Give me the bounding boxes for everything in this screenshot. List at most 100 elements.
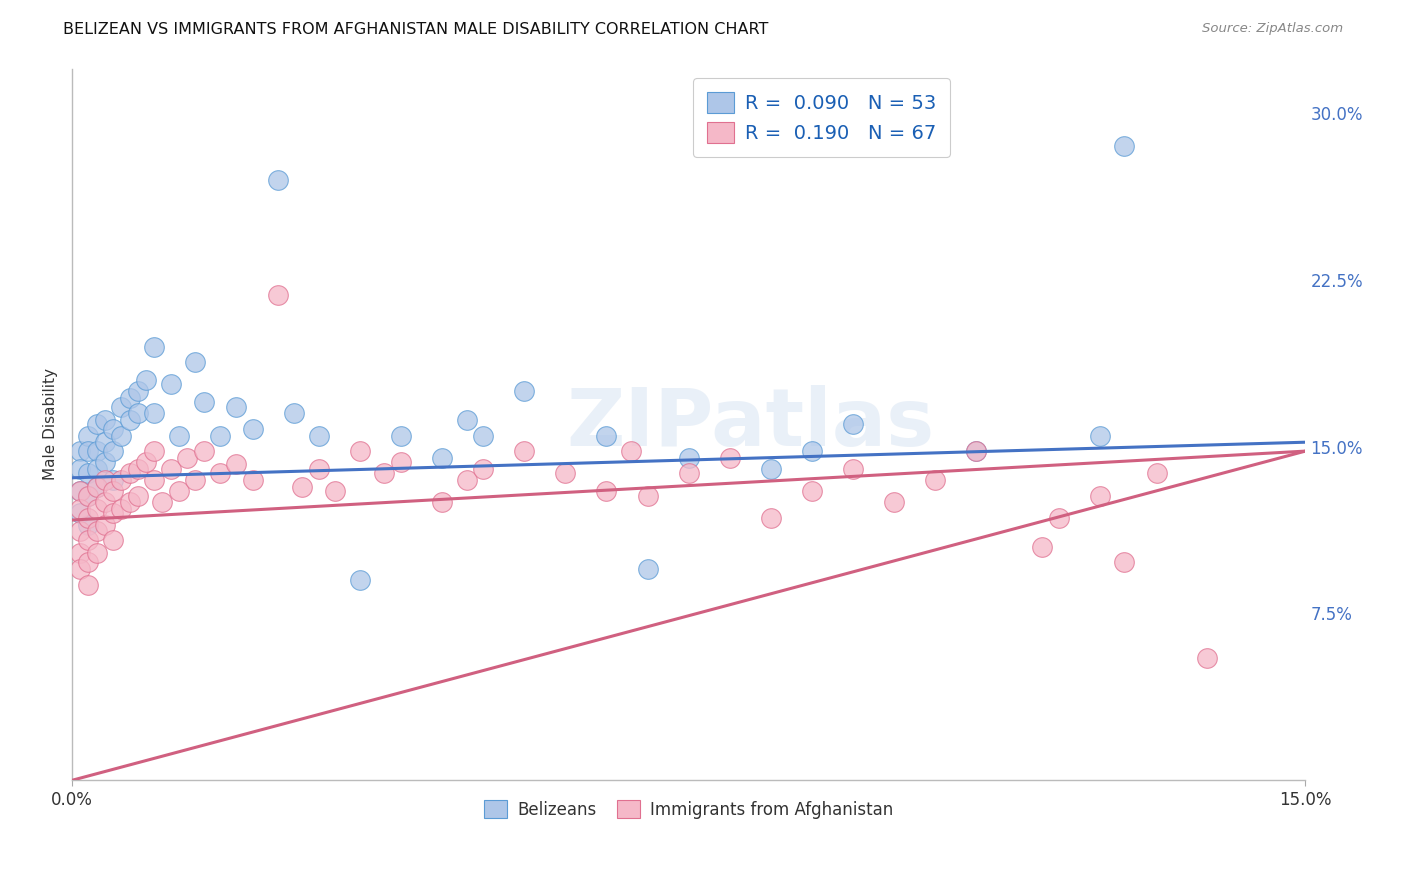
Point <box>143 473 166 487</box>
Point <box>101 473 124 487</box>
Point <box>472 428 495 442</box>
Point <box>349 444 371 458</box>
Point <box>208 428 231 442</box>
Point <box>1047 511 1070 525</box>
Point <box>77 467 100 481</box>
Point <box>678 467 700 481</box>
Point <box>389 428 412 442</box>
Point <box>966 444 988 458</box>
Point <box>620 444 643 458</box>
Point <box>101 422 124 436</box>
Point <box>127 489 149 503</box>
Point <box>143 340 166 354</box>
Point <box>1114 139 1136 153</box>
Point <box>110 502 132 516</box>
Point <box>966 444 988 458</box>
Point <box>225 400 247 414</box>
Point <box>266 172 288 186</box>
Point <box>513 444 536 458</box>
Point <box>94 435 117 450</box>
Point <box>718 450 741 465</box>
Point <box>883 495 905 509</box>
Point <box>242 473 264 487</box>
Point <box>167 484 190 499</box>
Point <box>77 511 100 525</box>
Point <box>456 413 478 427</box>
Point <box>456 473 478 487</box>
Point <box>86 502 108 516</box>
Point <box>924 473 946 487</box>
Point <box>86 462 108 476</box>
Point <box>759 462 782 476</box>
Point <box>110 473 132 487</box>
Point <box>208 467 231 481</box>
Point <box>176 450 198 465</box>
Point <box>94 413 117 427</box>
Point <box>94 473 117 487</box>
Point <box>86 546 108 560</box>
Point <box>69 484 91 499</box>
Point <box>430 450 453 465</box>
Point <box>127 384 149 398</box>
Point <box>373 467 395 481</box>
Point <box>637 489 659 503</box>
Point <box>101 533 124 547</box>
Point <box>127 462 149 476</box>
Point <box>118 495 141 509</box>
Point <box>283 406 305 420</box>
Point <box>69 444 91 458</box>
Point <box>242 422 264 436</box>
Point <box>77 577 100 591</box>
Point <box>1114 555 1136 569</box>
Point <box>86 444 108 458</box>
Point <box>77 517 100 532</box>
Point <box>184 473 207 487</box>
Point <box>69 507 91 521</box>
Point <box>389 455 412 469</box>
Point <box>110 428 132 442</box>
Point <box>86 480 108 494</box>
Point <box>193 444 215 458</box>
Point <box>637 562 659 576</box>
Point <box>1146 467 1168 481</box>
Text: Source: ZipAtlas.com: Source: ZipAtlas.com <box>1202 22 1343 36</box>
Point <box>118 467 141 481</box>
Point <box>323 484 346 499</box>
Point <box>842 417 865 432</box>
Point <box>678 450 700 465</box>
Point <box>69 484 91 499</box>
Point <box>77 555 100 569</box>
Y-axis label: Male Disability: Male Disability <box>44 368 58 481</box>
Point <box>118 413 141 427</box>
Point <box>143 444 166 458</box>
Point <box>430 495 453 509</box>
Point <box>69 502 91 516</box>
Point <box>513 384 536 398</box>
Point <box>308 462 330 476</box>
Point <box>152 495 174 509</box>
Point <box>801 444 824 458</box>
Point <box>77 489 100 503</box>
Point <box>118 391 141 405</box>
Point <box>167 428 190 442</box>
Point <box>1088 489 1111 503</box>
Point <box>127 406 149 420</box>
Point <box>291 480 314 494</box>
Point <box>193 395 215 409</box>
Point <box>101 507 124 521</box>
Point <box>77 533 100 547</box>
Point <box>110 400 132 414</box>
Point <box>159 377 181 392</box>
Text: BELIZEAN VS IMMIGRANTS FROM AFGHANISTAN MALE DISABILITY CORRELATION CHART: BELIZEAN VS IMMIGRANTS FROM AFGHANISTAN … <box>63 22 769 37</box>
Point <box>349 573 371 587</box>
Point <box>135 373 157 387</box>
Point <box>77 444 100 458</box>
Point <box>225 458 247 472</box>
Legend: Belizeans, Immigrants from Afghanistan: Belizeans, Immigrants from Afghanistan <box>478 793 900 825</box>
Point <box>69 546 91 560</box>
Point <box>308 428 330 442</box>
Point <box>86 417 108 432</box>
Point <box>77 489 100 503</box>
Point <box>86 524 108 538</box>
Point <box>472 462 495 476</box>
